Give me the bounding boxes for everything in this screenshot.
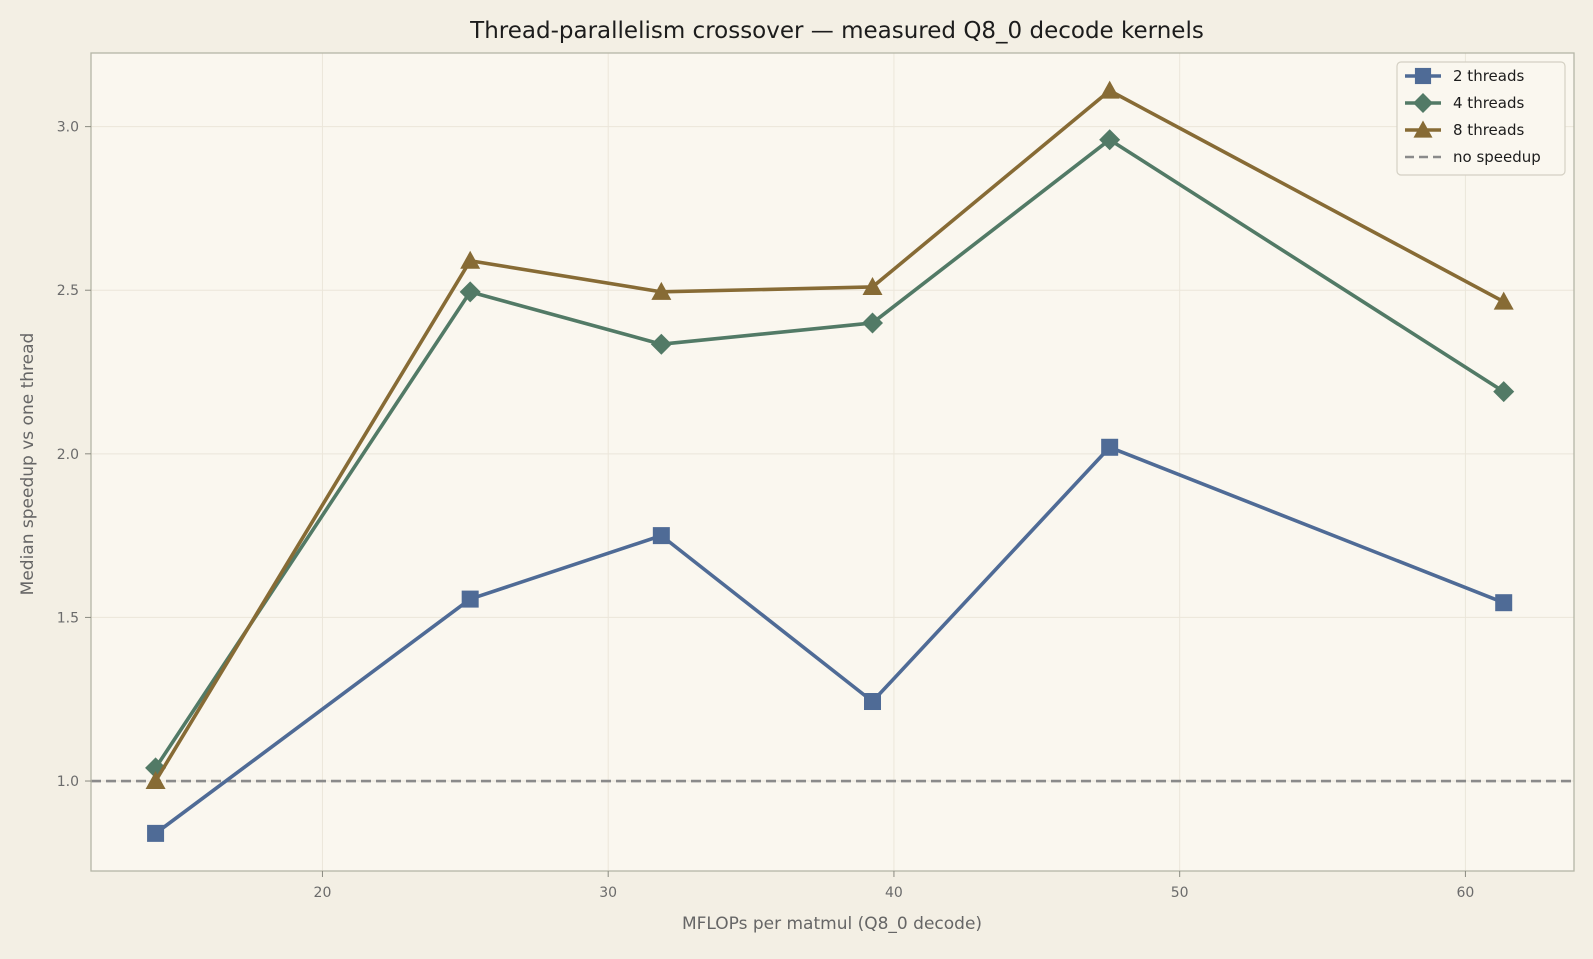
legend-label: 2 threads: [1453, 67, 1524, 85]
series-3: [145, 80, 1514, 790]
chart-title: Thread-parallelism crossover — measured …: [469, 18, 1204, 44]
series-line: [154, 88, 1505, 782]
y-tick-label: 2.0: [57, 447, 79, 463]
square-marker: [1495, 594, 1513, 612]
diamond-marker: [1099, 129, 1121, 151]
triangle-marker: [1413, 120, 1433, 138]
legend-label: 8 threads: [1453, 121, 1524, 139]
x-tick-label: 60: [1457, 885, 1475, 901]
y-tick-label: 3.0: [57, 120, 79, 136]
square-marker: [1414, 67, 1432, 85]
plot-frame: [90, 52, 1575, 872]
square-marker: [147, 824, 165, 842]
triangle-marker: [862, 276, 883, 295]
triangle-marker: [460, 250, 481, 269]
legend-label: 4 threads: [1453, 94, 1524, 112]
y-tick-label: 1.5: [57, 610, 79, 626]
x-axis-label: MFLOPs per matmul (Q8_0 decode): [682, 914, 982, 934]
legend: 2 threads 4 threads 8 threads no speedup: [1396, 61, 1566, 176]
legend-item: 2 threads: [1405, 67, 1524, 85]
x-tick-label: 40: [885, 885, 903, 901]
series-line: [154, 445, 1505, 835]
triangle-marker: [145, 771, 166, 790]
diamond-marker: [1493, 381, 1515, 403]
x-tick-label: 20: [314, 885, 332, 901]
diamond-marker: [459, 281, 481, 303]
series-group: [145, 80, 1515, 842]
y-tick-label: 2.5: [57, 283, 79, 299]
diamond-marker: [650, 333, 672, 355]
series-line: [154, 137, 1505, 769]
legend-box: [1396, 61, 1566, 176]
legend-item: no speedup: [1405, 148, 1541, 166]
legend-label: no speedup: [1453, 148, 1541, 166]
plot-area: [91, 53, 1574, 871]
diamond-marker: [862, 312, 884, 334]
x-tick-label: 30: [599, 885, 617, 901]
diamond-marker: [1413, 93, 1433, 113]
axis-ticks: 20 30 40 50 60 1.0 1.5 2.0 2.5 3.0: [57, 120, 1475, 901]
triangle-marker: [1099, 80, 1120, 99]
square-marker: [652, 527, 670, 545]
square-marker: [864, 693, 882, 711]
legend-item: 8 threads: [1405, 120, 1524, 139]
square-marker: [1101, 438, 1119, 456]
y-tick-label: 1.0: [57, 774, 79, 790]
triangle-marker: [651, 281, 672, 300]
y-axis-label: Median speedup vs one thread: [18, 333, 38, 596]
triangle-marker: [1493, 291, 1514, 310]
x-tick-label: 50: [1171, 885, 1189, 901]
square-marker: [461, 590, 479, 608]
series-1: [147, 438, 1513, 842]
legend-item: 4 threads: [1405, 93, 1524, 113]
